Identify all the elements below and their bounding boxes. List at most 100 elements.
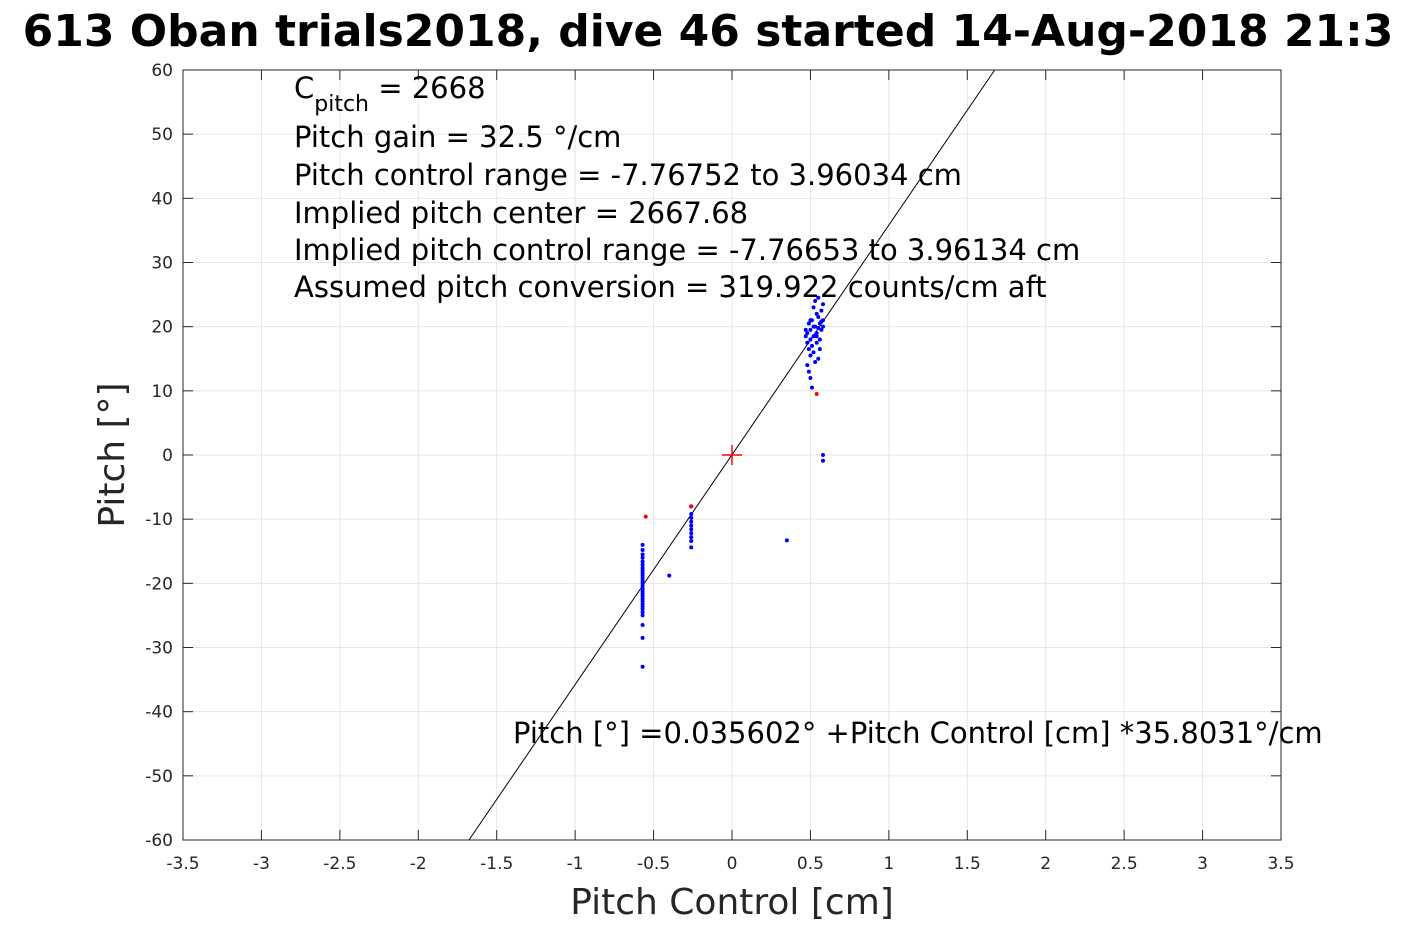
x-tick-label: 3: [1197, 854, 1208, 874]
data-point: [816, 295, 821, 300]
y-axis-ticks: -60 -50 -40 -30 -20 -10 0 10 20 30 40 50 60: [145, 61, 1281, 851]
x-tick-label: -1: [567, 854, 584, 874]
grid-lines: [182, 69, 1282, 841]
y-tick-label: -40: [145, 703, 173, 723]
data-point: [640, 559, 645, 564]
data-point: [820, 302, 825, 307]
data-point: [640, 552, 645, 557]
y-tick-label: 10: [151, 382, 173, 402]
data-point: [805, 340, 810, 345]
x-tick-label: -2: [410, 854, 427, 874]
data-point: [814, 340, 819, 345]
x-tick-label: 0: [727, 854, 738, 874]
data-point: [640, 623, 645, 628]
pitch-control-range-annotation: Pitch control range = -7.76752 to 3.9603…: [294, 158, 962, 192]
y-tick-label: -10: [145, 510, 173, 530]
data-point: [817, 347, 822, 352]
data-point: [819, 327, 824, 332]
data-point: [816, 315, 821, 320]
data-point: [808, 353, 813, 358]
x-tick-label: 2.5: [1111, 854, 1138, 874]
data-point: [811, 350, 816, 355]
y-tick-label: 40: [151, 189, 173, 209]
data-point: [811, 334, 816, 339]
c-pitch-annotation: Cpitch = 2668: [294, 71, 486, 117]
pitch-conversion-annotation: Assumed pitch conversion = 319.922 count…: [294, 270, 1047, 304]
data-point: [819, 319, 824, 324]
x-tick-label: -0.5: [637, 854, 670, 874]
data-point: [640, 542, 645, 547]
data-point: [809, 385, 814, 390]
chart-title: 613 Oban trials2018, dive 46 started 14-…: [23, 6, 1394, 57]
data-point: [689, 519, 694, 524]
data-point: [805, 331, 810, 336]
c-pitch-subscript: pitch: [314, 92, 369, 117]
data-point: [808, 376, 813, 380]
c-pitch-value: = 2668: [369, 71, 486, 105]
data-point: [643, 514, 648, 519]
data-point: [689, 515, 694, 520]
data-point: [689, 531, 694, 536]
data-point: [811, 324, 816, 329]
y-axis-label: Pitch [°]: [92, 382, 133, 527]
data-point: [808, 327, 813, 332]
x-tick-label: -3.5: [166, 854, 199, 874]
data-point: [819, 308, 824, 313]
pitch-gain-annotation: Pitch gain = 32.5 °/cm: [294, 120, 621, 154]
implied-pitch-control-range-annotation: Implied pitch control range = -7.76653 t…: [294, 233, 1080, 267]
data-point: [640, 547, 645, 552]
y-tick-label: 0: [162, 446, 173, 466]
fit-equation: Pitch [°] =0.035602° +Pitch Control [cm]…: [513, 716, 1323, 750]
y-tick-label: -50: [145, 767, 173, 787]
x-tick-label: 1.5: [954, 854, 981, 874]
data-point: [689, 538, 694, 543]
data-point: [806, 347, 811, 352]
data-points: [640, 295, 825, 669]
data-point: [640, 562, 645, 567]
data-point: [813, 299, 818, 303]
y-tick-label: -60: [145, 831, 173, 851]
x-tick-label: -1.5: [480, 854, 513, 874]
implied-pitch-center-annotation: Implied pitch center = 2667.68: [294, 196, 748, 230]
y-tick-label: 60: [151, 61, 173, 81]
data-point: [814, 311, 819, 316]
data-point: [808, 337, 813, 342]
data-point: [689, 504, 694, 509]
data-point: [640, 635, 645, 640]
data-point: [640, 607, 645, 611]
data-point: [803, 327, 808, 332]
data-point: [808, 318, 813, 323]
center-marker-layer: [722, 445, 742, 465]
data-point: [640, 664, 645, 669]
data-point: [809, 343, 814, 348]
data-point: [811, 305, 816, 310]
data-point: [816, 356, 821, 361]
data-point: [816, 325, 821, 330]
y-tick-label: -30: [145, 639, 173, 659]
data-point: [689, 535, 694, 540]
data-point: [640, 613, 645, 618]
data-point: [806, 369, 811, 374]
data-point: [820, 458, 825, 463]
y-tick-label: 50: [151, 125, 173, 145]
data-point: [814, 331, 819, 336]
x-tick-label: 0.5: [797, 854, 824, 874]
data-point: [813, 359, 818, 364]
data-point: [817, 337, 822, 342]
x-tick-label: 2: [1040, 854, 1051, 874]
x-tick-label: -3: [253, 854, 270, 874]
data-point: [814, 334, 819, 339]
x-tick-label: 1: [883, 854, 894, 874]
x-tick-label: -2.5: [323, 854, 356, 874]
c-pitch-symbol: C: [294, 71, 314, 105]
x-axis-ticks: -3.5 -3 -2.5 -2 -1.5 -1 -0.5 0 0.5 1 1.5 2 2.5 3 3.5: [166, 70, 1295, 874]
y-tick-label: -20: [145, 574, 173, 594]
data-point: [806, 321, 811, 326]
data-point: [689, 527, 694, 532]
data-point: [667, 573, 672, 578]
data-point: [820, 453, 825, 457]
data-point: [820, 324, 825, 329]
data-point: [784, 538, 789, 543]
